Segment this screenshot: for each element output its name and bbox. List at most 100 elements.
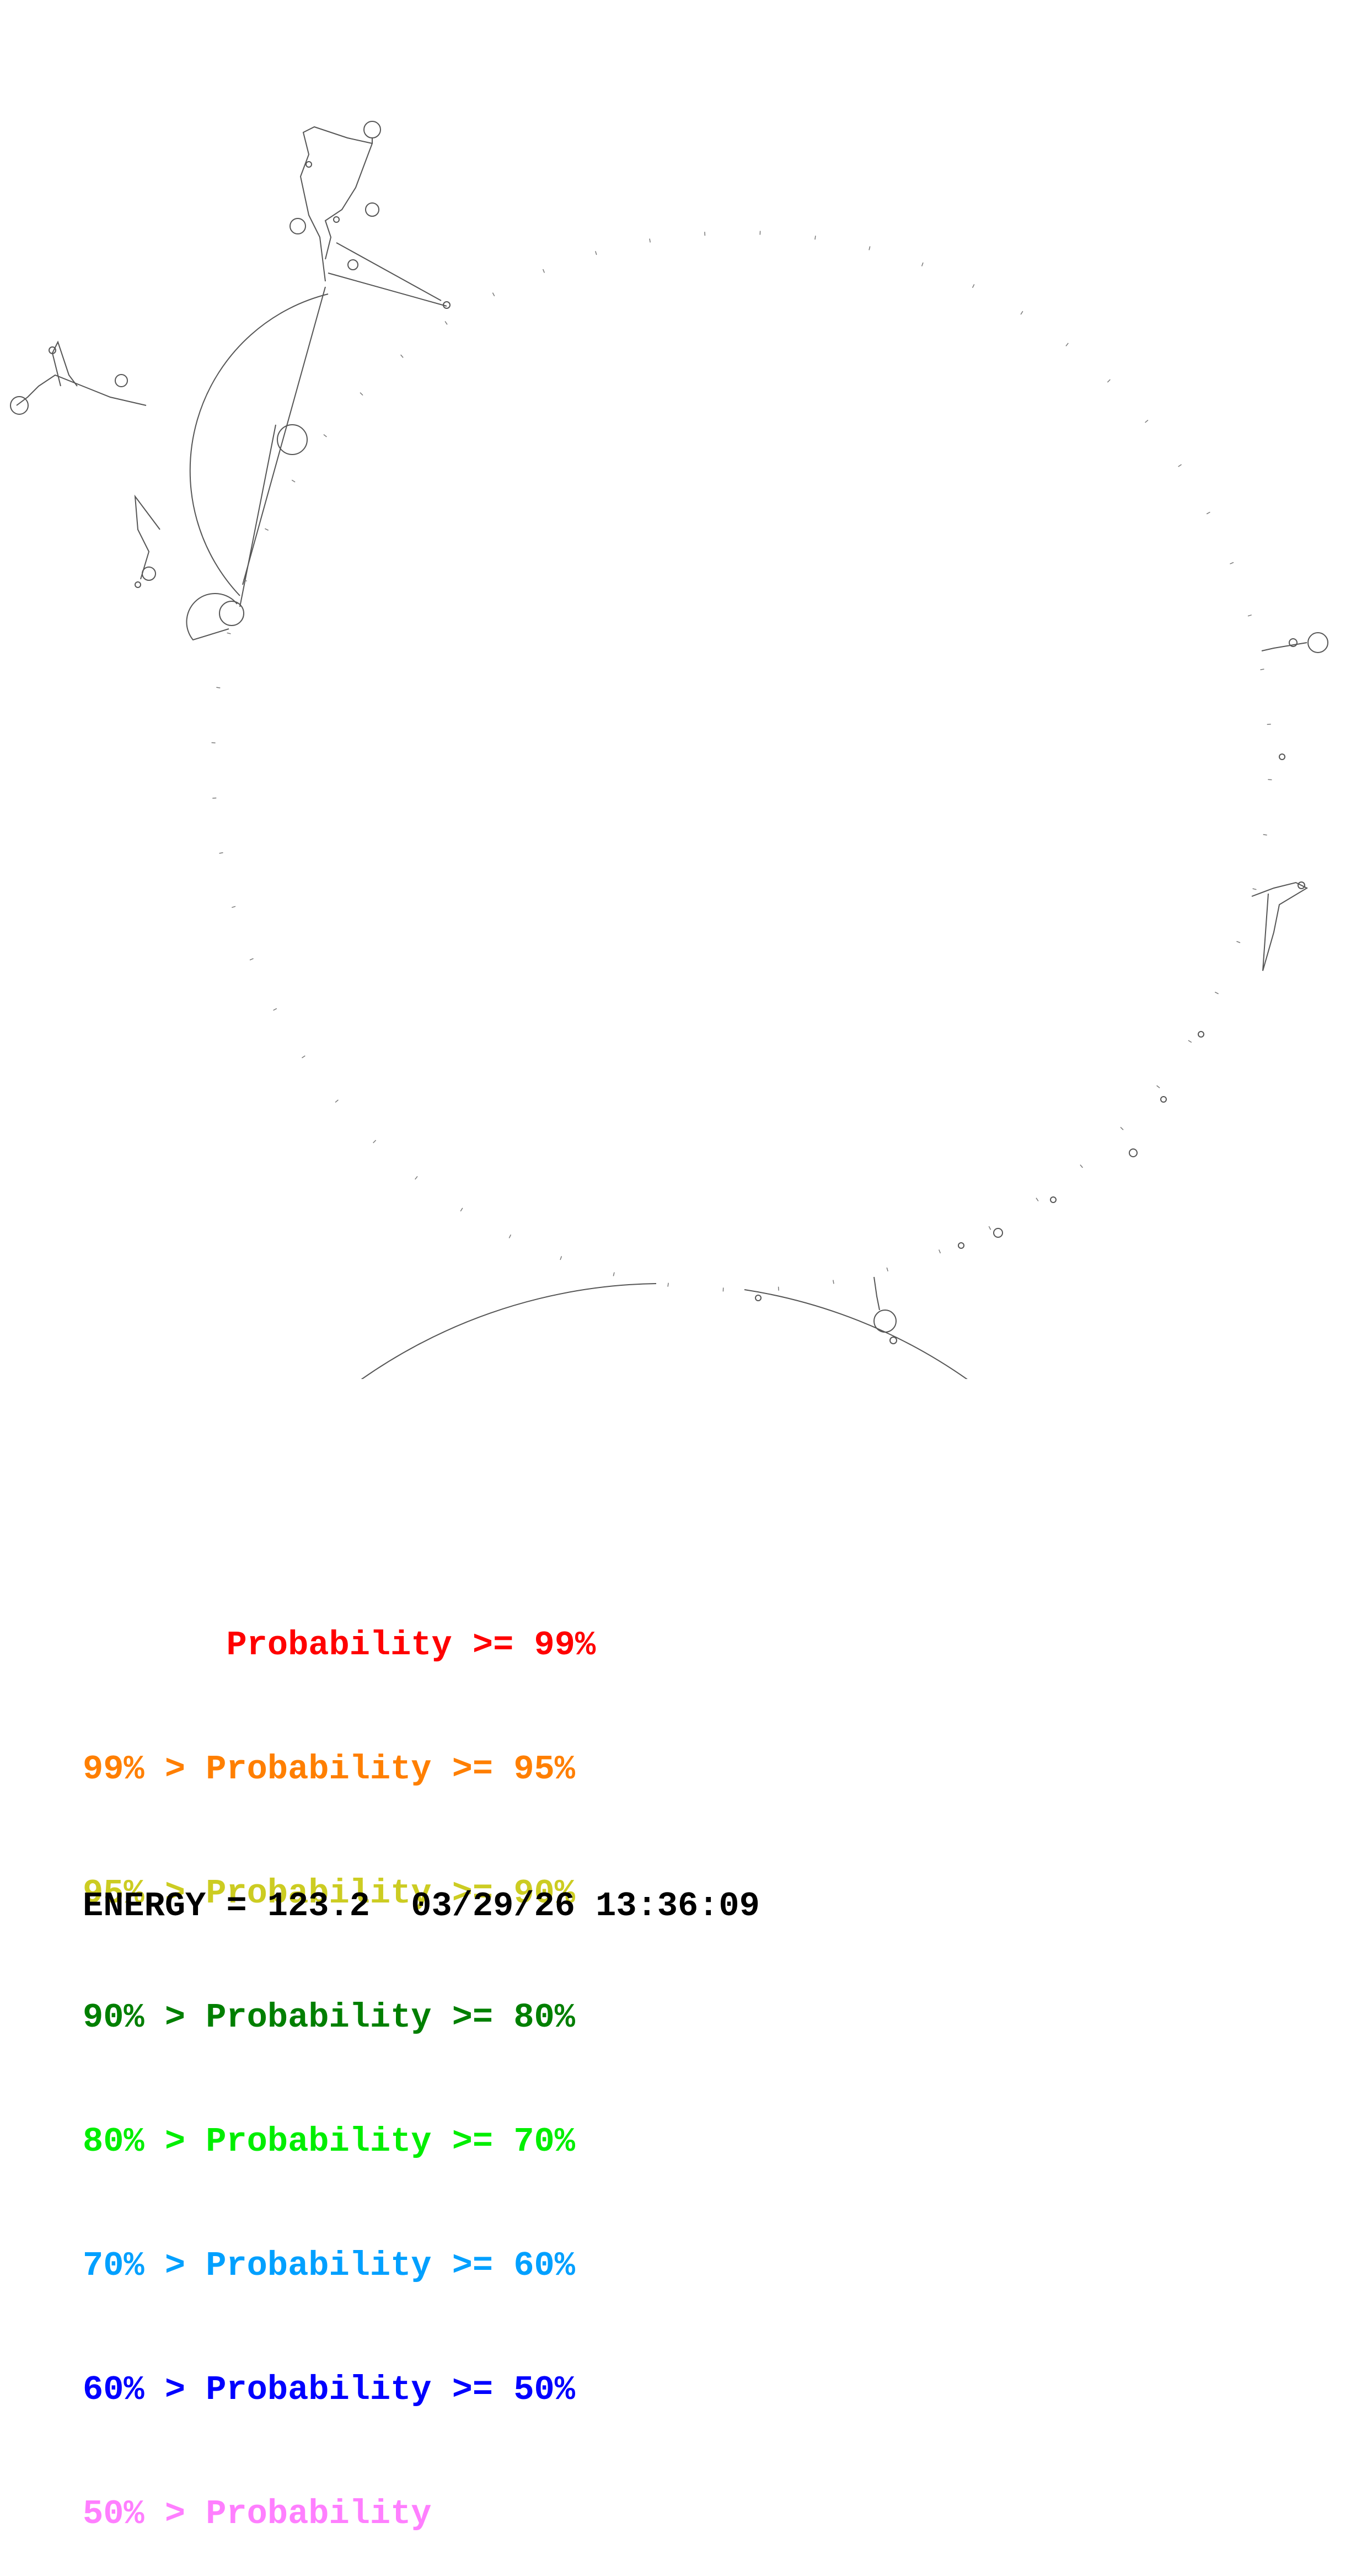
backbone-tick [1215,992,1218,994]
rna-backbone [10,121,1328,1379]
backbone-tick [1261,669,1264,670]
legend-label: Probability [206,2494,431,2534]
legend-row: 50% > Probability [83,2493,596,2535]
backbone-tick [265,528,268,530]
legend-row: 70% > Probability >= 60% [83,2245,596,2286]
legend-label: Probability >= 95% [206,1750,575,1789]
backbone-tick [1207,512,1210,514]
backbone-tick [1080,1165,1083,1168]
backbone-tick [1230,563,1234,564]
legend-row: 90% > Probability >= 80% [83,1997,596,2038]
hairpin-cluster-right [1262,643,1307,651]
backbone-tick [613,1273,614,1276]
backbone-tick [1236,942,1240,943]
hairpin-loop [219,601,244,626]
backbone-tick [1107,380,1110,382]
backbone-tick [1021,311,1023,314]
connector-line [240,425,276,607]
legend-prefix: 50% > [83,2494,206,2534]
hairpin-loop [10,397,28,414]
hairpin-cluster-top [301,127,372,281]
legend-prefix [83,1626,226,1665]
backbone-tick [543,269,545,273]
backbone-tick [292,480,295,482]
legend-row: Probability >= 99% [83,1624,596,1666]
secondary-backbone-arc [190,294,328,596]
hairpin-loop [994,1228,1003,1237]
legend-row: 60% > Probability >= 50% [83,2369,596,2411]
energy-timestamp: ENERGY = 123.2 03/29/26 13:36:09 [83,1886,760,1926]
backbone-tick [1188,1040,1192,1043]
legend-row: 99% > Probability >= 95% [83,1749,596,1790]
backbone-tick [939,1250,941,1254]
hairpin-loop [874,1310,896,1332]
backbone-tick [869,247,870,250]
backbone-tick [1157,1086,1160,1088]
backbone-tick [492,293,494,296]
backbone-tick [212,798,216,799]
legend-label: Probability >= 80% [206,1998,575,2037]
backbone-tick [302,1056,305,1058]
backbone-tick [922,263,923,266]
hairpin-loop [958,1243,964,1248]
hairpin-loop [366,203,379,216]
internal-loop [277,425,307,455]
legend-prefix: 60% > [83,2370,206,2409]
hairpin-loop [1161,1097,1166,1102]
base-pair-ticks [212,231,1272,1292]
backbone-tick [1267,724,1271,725]
legend-prefix: 70% > [83,2246,206,2285]
backbone-tick [324,435,327,437]
connector-line [328,273,447,306]
hairpin-loop [334,217,339,222]
legend-label: Probability >= 60% [206,2246,575,2285]
hairpin-loop [290,218,305,234]
hairpin-loop [755,1295,761,1301]
legend-label: Probability >= 70% [206,2122,575,2161]
backbone-tick [445,322,447,325]
backbone-tick [360,393,363,396]
legend-prefix: 99% > [83,1750,206,1789]
backbone-tick [509,1234,511,1238]
hairpin-loop [1279,754,1285,760]
backbone-tick [1036,1198,1038,1201]
legend-label: Probability >= 99% [226,1626,596,1665]
backbone-tick [1253,889,1257,890]
backbone-tick [887,1268,888,1271]
hairpin-cluster-right [1252,883,1307,971]
connector-line [336,243,441,301]
legend-prefix: 90% > [83,1998,206,2037]
backbone-tick [250,959,254,960]
hairpin-loop [115,375,127,387]
backbone-tick [973,284,974,287]
hairpin-cluster-bottom [874,1277,880,1310]
backbone-tick [216,687,220,688]
main-backbone-arc [138,1284,1191,1379]
backbone-tick [833,1280,834,1284]
backbone-tick [274,1008,277,1010]
hairpin-loop [1129,1149,1137,1157]
backbone-tick [1248,615,1252,616]
backbone-tick [560,1256,561,1260]
hairpin-loop [1308,633,1328,653]
hairpin-loop [1198,1032,1204,1037]
backbone-tick [335,1100,338,1103]
hairpin-loop [890,1337,897,1344]
backbone-tick [815,236,816,239]
hairpin-loop [142,567,156,580]
hairpin-loop [348,260,358,270]
hairpin-loop [1050,1197,1056,1203]
rna-structure-diagram [0,0,1367,1379]
hairpin-loop [135,582,141,587]
backbone-tick [227,633,231,634]
backbone-tick [1178,464,1182,467]
legend-row: 80% > Probability >= 70% [83,2121,596,2162]
backbone-tick [596,251,597,255]
hairpin-cluster-left [17,375,146,405]
multiloop [186,594,237,640]
legend-label: Probability >= 50% [206,2370,575,2409]
hairpin-loop [364,121,380,138]
backbone-tick [989,1226,990,1230]
backbone-tick [1121,1127,1123,1130]
legend-prefix: 80% > [83,2122,206,2161]
